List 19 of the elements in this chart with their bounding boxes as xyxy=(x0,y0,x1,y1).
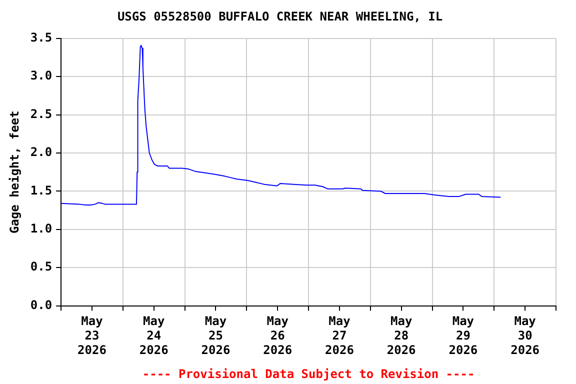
x-tick-label: May 28 2026 xyxy=(386,314,416,357)
x-tick-label: May 26 2026 xyxy=(263,314,292,357)
y-tick-label: 0.5 xyxy=(30,260,52,274)
y-tick-label: 3.5 xyxy=(30,30,52,45)
x-tick-label: May 29 2026 xyxy=(448,314,478,357)
y-tick-label: 2.0 xyxy=(30,145,52,160)
y-axis-title: Gage height, feet xyxy=(7,110,22,234)
y-tick-label: 0.0 xyxy=(30,298,52,312)
x-tick-label: May 27 2026 xyxy=(325,314,354,357)
text: ---- Provisional Data Subject to Revision ---- xyxy=(142,367,475,382)
y-tick-label: 1.0 xyxy=(30,222,52,236)
x-tick-label: May 23 2026 xyxy=(78,314,106,357)
x-tick-label: May 30 2026 xyxy=(510,314,540,357)
chart-title: USGS 05528500 BUFFALO CREEK NEAR WHEELING, IL xyxy=(117,9,443,24)
x-tick-label: May 25 2026 xyxy=(201,314,230,357)
y-tick-label: 1.5 xyxy=(30,183,52,198)
x-tick-label: May 24 2026 xyxy=(139,314,168,357)
y-tick-label: 2.5 xyxy=(30,106,52,121)
y-tick-label: 3.0 xyxy=(30,68,52,83)
